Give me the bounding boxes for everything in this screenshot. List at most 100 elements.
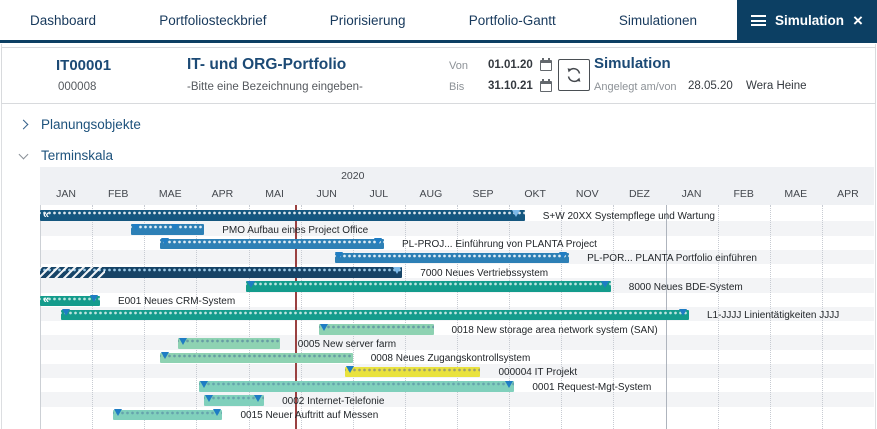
month-label: APR (837, 188, 859, 200)
calendar-icon[interactable] (540, 58, 552, 71)
month-label: MAI (265, 188, 284, 200)
milestone-marker-icon[interactable] (61, 309, 70, 317)
milestone-marker-icon[interactable] (113, 409, 122, 416)
created-label: Angelegt am/von (594, 81, 677, 93)
gantt-bar-label: L1-JJJJ Linientätigkeiten JJJJ (706, 310, 840, 322)
grid-line (717, 205, 719, 429)
chevron-down-icon (18, 149, 29, 159)
milestone-marker-icon[interactable] (512, 209, 521, 217)
nav-item-portfolio-gantt[interactable]: Portfolio-Gantt (468, 12, 556, 28)
gantt-bar[interactable] (198, 381, 515, 392)
von-label: Von (449, 60, 468, 72)
gantt-bar[interactable] (334, 252, 570, 264)
month-label: JUL (369, 188, 389, 200)
month-label: MAE (784, 188, 808, 200)
gantt-bar-label: 0015 Neuer Auftritt auf Messen (240, 410, 379, 421)
bis-label: Bis (449, 81, 465, 93)
milestone-marker-icon[interactable] (246, 280, 255, 288)
menu-icon[interactable] (751, 14, 767, 26)
calendar-icon[interactable] (540, 79, 552, 92)
milestone-marker-icon[interactable] (160, 238, 169, 245)
gantt-bar-label: 0002 Internet-Telefonie (282, 395, 385, 407)
gantt-bar-label: PMO Aufbau eines Project Office (222, 224, 369, 236)
portfolio-header: IT00001 000008 IT- und ORG-Portfolio -Bi… (1, 47, 876, 104)
gantt-bar-label: 7000 Neues Vertriebssystem (420, 267, 549, 279)
gantt-bar[interactable] (60, 309, 689, 321)
milestone-marker-icon[interactable] (160, 352, 169, 359)
milestone-marker-icon[interactable] (131, 223, 140, 231)
tab-simulation[interactable]: Simulation × (737, 0, 877, 40)
gantt-bar[interactable] (112, 409, 223, 420)
month-label: SEP (472, 188, 494, 200)
section-planungsobjekte[interactable]: Planungsobjekte (18, 117, 141, 132)
gantt-bar[interactable] (159, 238, 384, 249)
nav-item-portfoliosteckbrief[interactable]: Portfoliosteckbrief (159, 12, 267, 28)
milestone-marker-icon[interactable] (559, 252, 568, 260)
milestone-marker-icon[interactable] (345, 366, 354, 374)
refresh-button[interactable] (558, 59, 590, 91)
milestone-marker-icon[interactable] (504, 380, 513, 388)
month-label: JAN (681, 188, 702, 200)
gantt-bar-label: 000004 IT Projekt (498, 367, 578, 379)
milestone-marker-icon[interactable] (178, 337, 187, 345)
milestone-marker-icon[interactable] (335, 252, 344, 260)
nav-item-dashboard[interactable]: Dashboard (30, 12, 97, 28)
month-label: FEB (107, 188, 129, 200)
gantt-bar[interactable] (344, 366, 481, 378)
created-date: 28.05.20 (688, 80, 733, 92)
milestone-marker-icon[interactable] (374, 238, 383, 245)
milestone-marker-icon[interactable] (199, 380, 208, 388)
month-label: OKT (524, 188, 546, 200)
month-label: JUN (316, 188, 337, 200)
milestone-marker-icon[interactable] (254, 394, 263, 402)
month-label: NOV (575, 188, 599, 200)
year-label: 2020 (341, 170, 365, 182)
portfolio-sub-id: 000008 (58, 81, 97, 93)
milestone-marker-icon[interactable] (392, 266, 401, 274)
clip-left-icon: « (43, 208, 49, 221)
grid-line (769, 205, 771, 429)
hatch-pattern (40, 267, 106, 278)
gantt-bar-label: E001 Neues CRM-System (117, 296, 236, 307)
portfolio-subtitle: -Bitte eine Bezeichnung eingeben- (187, 81, 363, 93)
gantt-bar[interactable] (40, 267, 403, 278)
gantt-bar[interactable] (245, 281, 611, 292)
month-label: FEB (733, 188, 754, 200)
gantt-bar[interactable] (131, 224, 205, 235)
month-label: APR (211, 188, 234, 200)
gantt-bar-label: PL-POR... PLANTA Portfolio einführen (587, 253, 757, 265)
milestone-marker-icon[interactable] (90, 295, 99, 302)
nav-item-simulationen[interactable]: Simulationen (618, 12, 697, 28)
gantt-bar[interactable] (178, 338, 280, 349)
grid-line (821, 205, 823, 429)
gantt-chart: « S+W 20XX Systempflege und Wartung PMO Au… (40, 205, 874, 429)
bis-date-field[interactable]: 31.10.21 (488, 80, 533, 92)
gantt-bar-label: 0008 Neues Zugangskontrollsystem (370, 353, 531, 364)
milestone-marker-icon[interactable] (601, 280, 610, 288)
portfolio-title: IT- und ORG-Portfolio (187, 56, 347, 73)
milestone-marker-icon[interactable] (319, 323, 328, 331)
top-nav: Dashboard Portfoliosteckbrief Priorisierun… (0, 0, 877, 43)
month-label: DEZ (628, 188, 650, 200)
gantt-bar[interactable]: « (40, 208, 525, 221)
gantt-bar[interactable] (204, 395, 265, 406)
milestone-marker-icon[interactable] (204, 394, 213, 402)
gantt-bar-label: 8000 Neues BDE-System (628, 281, 743, 293)
gantt-bar[interactable] (318, 324, 434, 335)
milestone-marker-icon[interactable] (679, 309, 688, 317)
close-icon[interactable]: × (853, 10, 863, 30)
created-by: Wera Heine (746, 80, 807, 92)
von-date-field[interactable]: 01.01.20 (488, 59, 533, 71)
nav-item-priorisierung[interactable]: Priorisierung (329, 12, 406, 28)
month-label: AUG (419, 188, 443, 200)
section-label: Terminskala (41, 148, 114, 163)
gantt-bar[interactable]: « (40, 294, 100, 306)
gantt-bar-label: 0005 New server farm (297, 338, 397, 350)
milestone-marker-icon[interactable] (212, 409, 221, 416)
gantt-bar[interactable] (159, 352, 353, 363)
section-terminskala[interactable]: Terminskala (18, 148, 114, 163)
gantt-bar-label: 0018 New storage area network system (SA… (451, 324, 658, 336)
month-label: JAN (56, 188, 76, 200)
milestone-marker-icon[interactable] (171, 223, 180, 231)
